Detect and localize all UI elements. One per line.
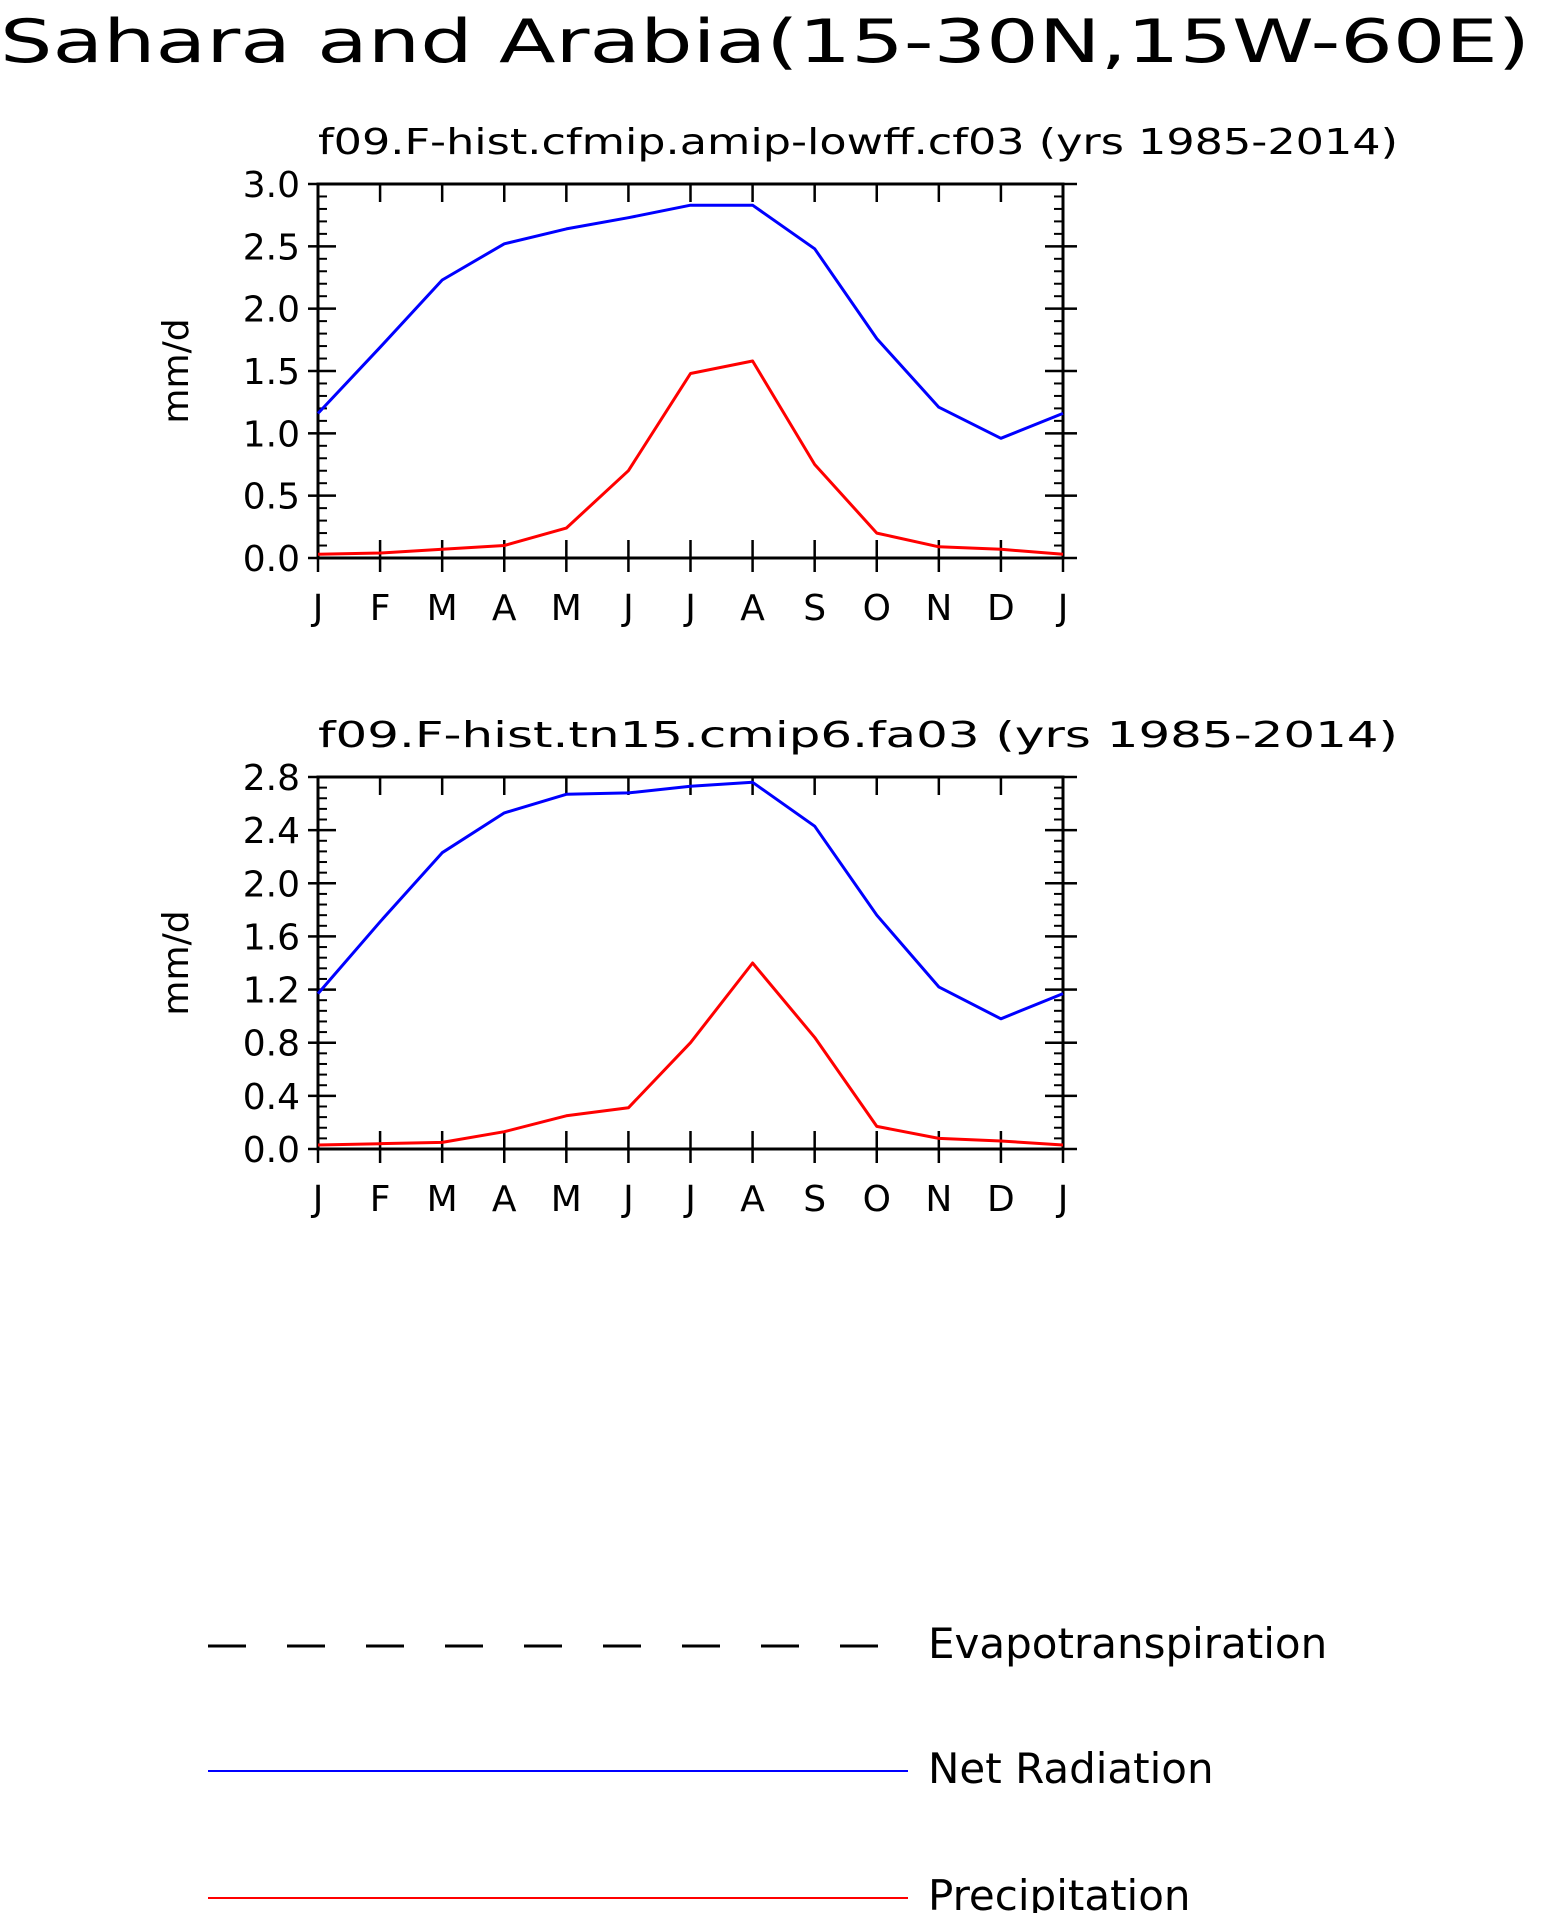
x-tick-label: F: [370, 1179, 391, 1220]
x-tick-label: A: [740, 1179, 765, 1220]
x-tick-label: J: [1056, 1179, 1069, 1220]
x-tick-label: A: [492, 1179, 517, 1220]
x-tick-label: M: [551, 1179, 582, 1220]
x-tick-label: O: [863, 1179, 891, 1220]
y-tick-label: 1.2: [243, 971, 300, 1012]
y-tick-label: 3.0: [243, 165, 300, 206]
y-tick-label: 1.0: [243, 414, 300, 455]
series-line-net-radiation: [316, 780, 1064, 1021]
y-tick-label: 0.5: [243, 477, 300, 518]
x-tick-label: A: [740, 588, 765, 629]
x-tick-label: N: [925, 588, 952, 629]
legend: Evapotranspiration Net Radiation Precipita…: [208, 1619, 1327, 1913]
x-tick-label: S: [803, 1179, 826, 1220]
series-line-precipitation: [317, 359, 1064, 556]
y-axis-label: mm/d: [156, 318, 197, 423]
x-tick-label: D: [987, 588, 1015, 629]
x-tick-label: F: [370, 588, 391, 629]
legend-label-precipitation: Precipitation: [928, 1871, 1191, 1913]
y-tick-label: 2.4: [243, 811, 300, 852]
x-tick-label: D: [987, 1179, 1015, 1220]
y-tick-label: 2.8: [243, 758, 300, 799]
x-tick-label: J: [621, 588, 634, 629]
x-tick-label: M: [427, 588, 458, 629]
chart-title: f09.F-hist.cfmip.amip-lowff.cf03 (yrs 19…: [318, 122, 1398, 163]
chart-title: f09.F-hist.tn15.cmip6.fa03 (yrs 1985-201…: [318, 715, 1398, 756]
series-line-precipitation: [317, 961, 1064, 1147]
x-tick-label: A: [492, 588, 517, 629]
legend-label-evapotranspiration: Evapotranspiration: [928, 1619, 1327, 1668]
y-tick-label: 1.6: [243, 917, 300, 958]
y-tick-label: 0.0: [243, 1130, 300, 1171]
x-tick-label: M: [427, 1179, 458, 1220]
plot-frame: [316, 775, 1065, 1151]
y-axis-label: mm/d: [156, 910, 197, 1015]
figure-title: Sahara and Arabia(15-30N,15W-60E): [0, 7, 1530, 77]
plot-frame: [316, 182, 1065, 560]
series-line-net-radiation: [316, 203, 1064, 440]
chart-panel-1: f09.F-hist.cfmip.amip-lowff.cf03 (yrs 19…: [156, 122, 1398, 629]
legend-label-net-radiation: Net Radiation: [928, 1744, 1214, 1793]
x-tick-label: J: [311, 1179, 324, 1220]
chart-panel-2: f09.F-hist.tn15.cmip6.fa03 (yrs 1985-201…: [156, 715, 1398, 1220]
y-tick-label: 0.8: [243, 1024, 300, 1065]
y-tick-label: 2.0: [243, 864, 300, 905]
y-tick-label: 2.5: [243, 227, 300, 268]
x-tick-label: M: [551, 588, 582, 629]
x-tick-label: J: [1056, 588, 1069, 629]
x-tick-label: J: [683, 588, 696, 629]
x-tick-label: J: [311, 588, 324, 629]
y-tick-label: 1.5: [243, 352, 300, 393]
x-tick-label: O: [863, 588, 891, 629]
x-tick-label: J: [683, 1179, 696, 1220]
y-tick-label: 0.4: [243, 1077, 300, 1118]
y-tick-label: 0.0: [243, 539, 300, 580]
x-tick-label: J: [621, 1179, 634, 1220]
x-tick-label: N: [925, 1179, 952, 1220]
x-tick-label: S: [803, 588, 826, 629]
y-tick-label: 2.0: [243, 290, 300, 331]
